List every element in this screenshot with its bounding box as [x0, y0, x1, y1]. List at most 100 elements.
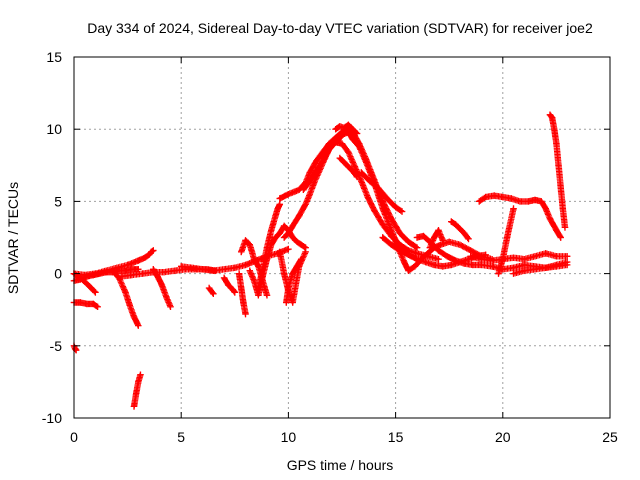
series-trace-24 [358, 169, 406, 215]
data-point [280, 222, 288, 230]
plot-frame [73, 56, 611, 419]
data-point [135, 378, 142, 386]
data-point [476, 198, 483, 205]
data-point [302, 201, 309, 208]
data-point [83, 300, 91, 308]
data-point [413, 244, 421, 251]
data-point [231, 289, 238, 296]
data-point [364, 193, 371, 201]
y-tick-label-4: 10 [46, 121, 62, 137]
data-point [383, 195, 391, 202]
data-point [510, 264, 517, 272]
data-point [553, 140, 560, 147]
data-point [280, 270, 288, 277]
data-point [353, 130, 361, 137]
data-point [225, 281, 232, 289]
data-point [238, 248, 245, 256]
data-point [325, 146, 333, 153]
data-point [332, 138, 339, 146]
data-point [77, 299, 84, 306]
data-point [141, 254, 148, 261]
data-point [413, 250, 421, 257]
data-point [90, 300, 97, 308]
data-point [452, 221, 459, 228]
data-point [439, 263, 446, 270]
data-point [274, 205, 281, 212]
data-point [117, 273, 125, 280]
data-points [70, 111, 571, 410]
data-point [276, 201, 284, 208]
data-point [561, 224, 569, 231]
series-trace-34 [510, 261, 571, 277]
x-tick-label-3: 15 [388, 429, 404, 445]
data-point [128, 266, 136, 273]
data-point [178, 263, 185, 270]
data-point [162, 293, 170, 300]
y-tick-label-0: -10 [42, 410, 62, 426]
data-point [510, 270, 517, 277]
data-point [510, 254, 517, 261]
data-point [521, 261, 528, 269]
data-point [355, 140, 363, 147]
data-point [531, 266, 539, 273]
data-point [353, 173, 361, 181]
data-point [388, 215, 395, 222]
data-point [557, 234, 564, 241]
data-point [491, 192, 498, 199]
data-point [250, 277, 258, 285]
data-point [242, 237, 249, 244]
data-point [358, 169, 365, 176]
data-point [370, 206, 378, 214]
data-point [158, 281, 166, 289]
series-trace-22 [332, 121, 361, 137]
data-point [467, 253, 474, 260]
data-point [563, 261, 571, 269]
data-point [130, 403, 138, 410]
data-point [521, 267, 528, 274]
axis-ticks [73, 56, 611, 419]
data-point [295, 212, 303, 220]
data-point [478, 255, 485, 263]
data-point [130, 313, 138, 321]
x-tick-label-1: 5 [177, 429, 185, 445]
data-point [128, 271, 136, 279]
data-point [388, 241, 395, 248]
data-point [351, 163, 359, 170]
data-point [435, 247, 442, 254]
data-point [289, 270, 296, 277]
data-point [231, 264, 238, 272]
data-point [525, 198, 532, 205]
data-point [379, 234, 386, 241]
data-point [313, 157, 320, 165]
data-point [306, 169, 314, 176]
data-point [135, 322, 142, 329]
data-point [418, 255, 425, 263]
data-point [424, 250, 431, 257]
data-point [306, 190, 314, 198]
plot-border [73, 56, 611, 419]
data-point [298, 241, 305, 248]
data-point [263, 244, 271, 251]
data-point [379, 221, 386, 228]
data-point [293, 263, 301, 270]
data-point [553, 263, 560, 270]
data-point [538, 198, 545, 205]
data-point [285, 229, 292, 237]
data-point [478, 261, 485, 269]
data-point [443, 253, 451, 260]
data-point [150, 268, 157, 276]
data-point [488, 257, 496, 264]
data-point [250, 255, 258, 263]
data-point [366, 177, 374, 185]
data-point [171, 267, 178, 274]
data-point [557, 183, 564, 191]
data-point [246, 241, 254, 248]
series-trace-6 [109, 267, 142, 329]
data-point [199, 266, 206, 273]
data-point [461, 260, 468, 267]
data-point [430, 234, 438, 241]
data-point [92, 289, 99, 296]
data-point [392, 238, 399, 246]
data-point [210, 267, 217, 274]
data-point [437, 241, 444, 248]
